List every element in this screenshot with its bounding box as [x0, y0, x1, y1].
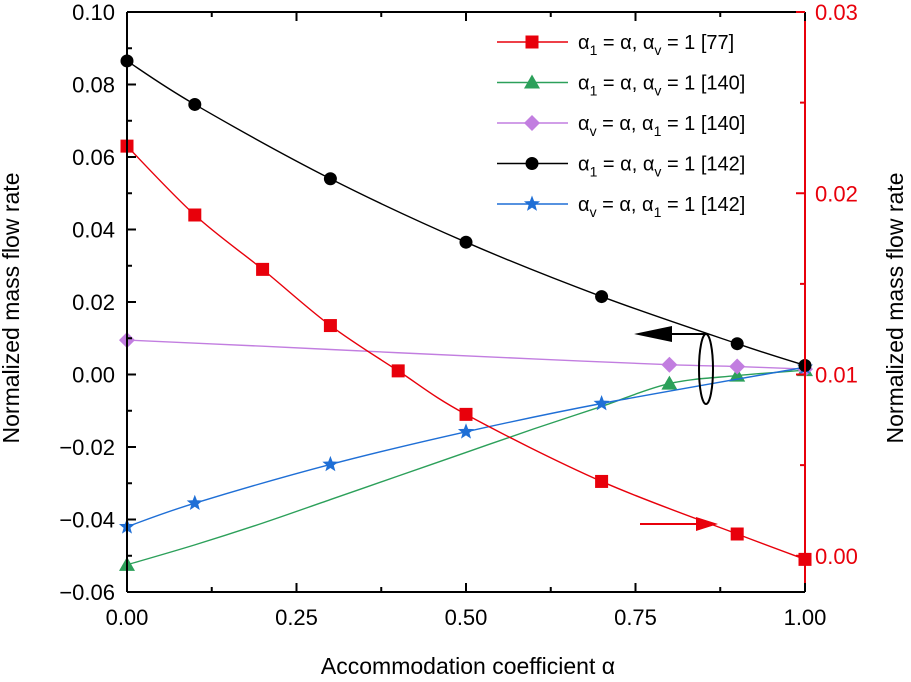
- x-tick-label-2: 0.50: [445, 605, 488, 630]
- legend-part-s77-0: α: [578, 32, 590, 54]
- legend-label-s142a: α1 = α, αv = 1 [142]: [578, 154, 745, 180]
- legend-part-s140b-0: α: [578, 113, 590, 135]
- legend-part-s140a-2: = α, α: [597, 73, 654, 95]
- legend-part-s140a-0: α: [578, 73, 590, 95]
- y-left-tick-label-4: 0.02: [72, 290, 115, 315]
- legend-part-s142b-0: α: [578, 194, 590, 216]
- legend-part-s142a-0: α: [578, 154, 590, 176]
- x-tick-label-4: 1.00: [784, 605, 827, 630]
- left-axis-arrow-head: [634, 326, 672, 342]
- point-s142a-3: [460, 236, 473, 249]
- legend-part-s140b-4: = 1 [140]: [661, 113, 745, 135]
- legend-sub-s140b-1: v: [590, 123, 597, 139]
- point-s142a-5: [731, 337, 744, 350]
- y-left-tick-label-8: 0.10: [72, 0, 115, 25]
- legend-label-s77: α1 = α, αv = 1 [77]: [578, 32, 734, 58]
- y-left-tick-label-0: −0.06: [59, 580, 115, 605]
- point-s142b-3: [458, 423, 474, 438]
- y-left-tick-label-7: 0.08: [72, 73, 115, 98]
- legend-part-s142b-4: = 1 [142]: [661, 194, 745, 216]
- point-s142a-2: [324, 172, 337, 185]
- y-right-tick-label-0: 0.00: [815, 544, 858, 569]
- point-s142b-1: [187, 495, 203, 510]
- point-s77-1: [188, 209, 201, 222]
- y-right-tick-label-3: 0.03: [815, 0, 858, 25]
- legend-sub-s140a-1: 1: [590, 83, 598, 99]
- y-axis-left-title: Normalized mass flow rate: [0, 173, 24, 444]
- y-left-tick-label-3: 0.00: [72, 363, 115, 388]
- legend-label-s142b: αv = α, α1 = 1 [142]: [578, 194, 745, 220]
- legend-sub-s142b-1: v: [590, 204, 597, 220]
- y-left-tick-label-6: 0.06: [72, 145, 115, 170]
- legend: α1 = α, αv = 1 [77]α1 = α, αv = 1 [140]α…: [497, 32, 745, 220]
- legend-marker-s142b: [524, 196, 540, 211]
- legend-sub-s77-3: v: [654, 42, 661, 58]
- legend-sub-s142b-3: 1: [654, 204, 662, 220]
- legend-marker-s140b: [524, 115, 540, 131]
- mass-flow-chart: Accommodation coefficient α Normalized m…: [0, 0, 911, 682]
- legend-sub-s140a-3: v: [654, 83, 661, 99]
- y-axis-right-title: Normalized mass flow rate: [882, 173, 908, 444]
- x-tick-label-3: 0.75: [614, 605, 657, 630]
- curve-group-ellipse: [699, 334, 713, 404]
- point-s77-5: [460, 408, 473, 421]
- point-s77-3: [324, 319, 337, 332]
- right-axis-arrow-head: [696, 517, 718, 531]
- point-s140b-2: [729, 359, 745, 375]
- series-line-s142b: [127, 367, 805, 527]
- legend-label-s140a: α1 = α, αv = 1 [140]: [578, 73, 745, 99]
- point-s140b-1: [661, 357, 677, 373]
- y-right-tick-label-2: 0.02: [815, 181, 858, 206]
- point-s142b-2: [322, 456, 338, 471]
- point-s142a-1: [188, 98, 201, 111]
- point-s77-6: [595, 475, 608, 488]
- x-tick-label-1: 0.25: [275, 605, 318, 630]
- legend-part-s142a-2: = α, α: [597, 154, 654, 176]
- legend-marker-s140a: [524, 75, 540, 89]
- y-right-tick-label-1: 0.01: [815, 363, 858, 388]
- legend-part-s140b-2: = α, α: [597, 113, 654, 135]
- x-axis-title: Accommodation coefficient α: [321, 653, 615, 679]
- point-s77-2: [256, 263, 269, 276]
- legend-sub-s140b-3: 1: [654, 123, 662, 139]
- legend-part-s140a-4: = 1 [140]: [661, 73, 745, 95]
- point-s142a-4: [595, 290, 608, 303]
- series-line-s140b: [127, 340, 805, 369]
- legend-part-s142a-4: = 1 [142]: [661, 154, 745, 176]
- legend-part-s77-2: = α, α: [597, 32, 654, 54]
- point-s77-4: [392, 364, 405, 377]
- x-tick-label-0: 0.00: [106, 605, 149, 630]
- legend-marker-s77: [526, 36, 539, 49]
- legend-part-s77-4: = 1 [77]: [661, 32, 734, 54]
- legend-marker-s142a: [526, 157, 539, 170]
- y-left-tick-label-2: −0.02: [59, 435, 115, 460]
- legend-label-s140b: αv = α, α1 = 1 [140]: [578, 113, 745, 139]
- legend-part-s142b-2: = α, α: [597, 194, 654, 216]
- y-left-tick-label-1: −0.04: [59, 508, 115, 533]
- legend-sub-s77-1: 1: [590, 42, 598, 58]
- point-s77-7: [731, 528, 744, 541]
- y-left-tick-label-5: 0.04: [72, 218, 115, 243]
- legend-sub-s142a-1: 1: [590, 164, 598, 180]
- legend-sub-s142a-3: v: [654, 164, 661, 180]
